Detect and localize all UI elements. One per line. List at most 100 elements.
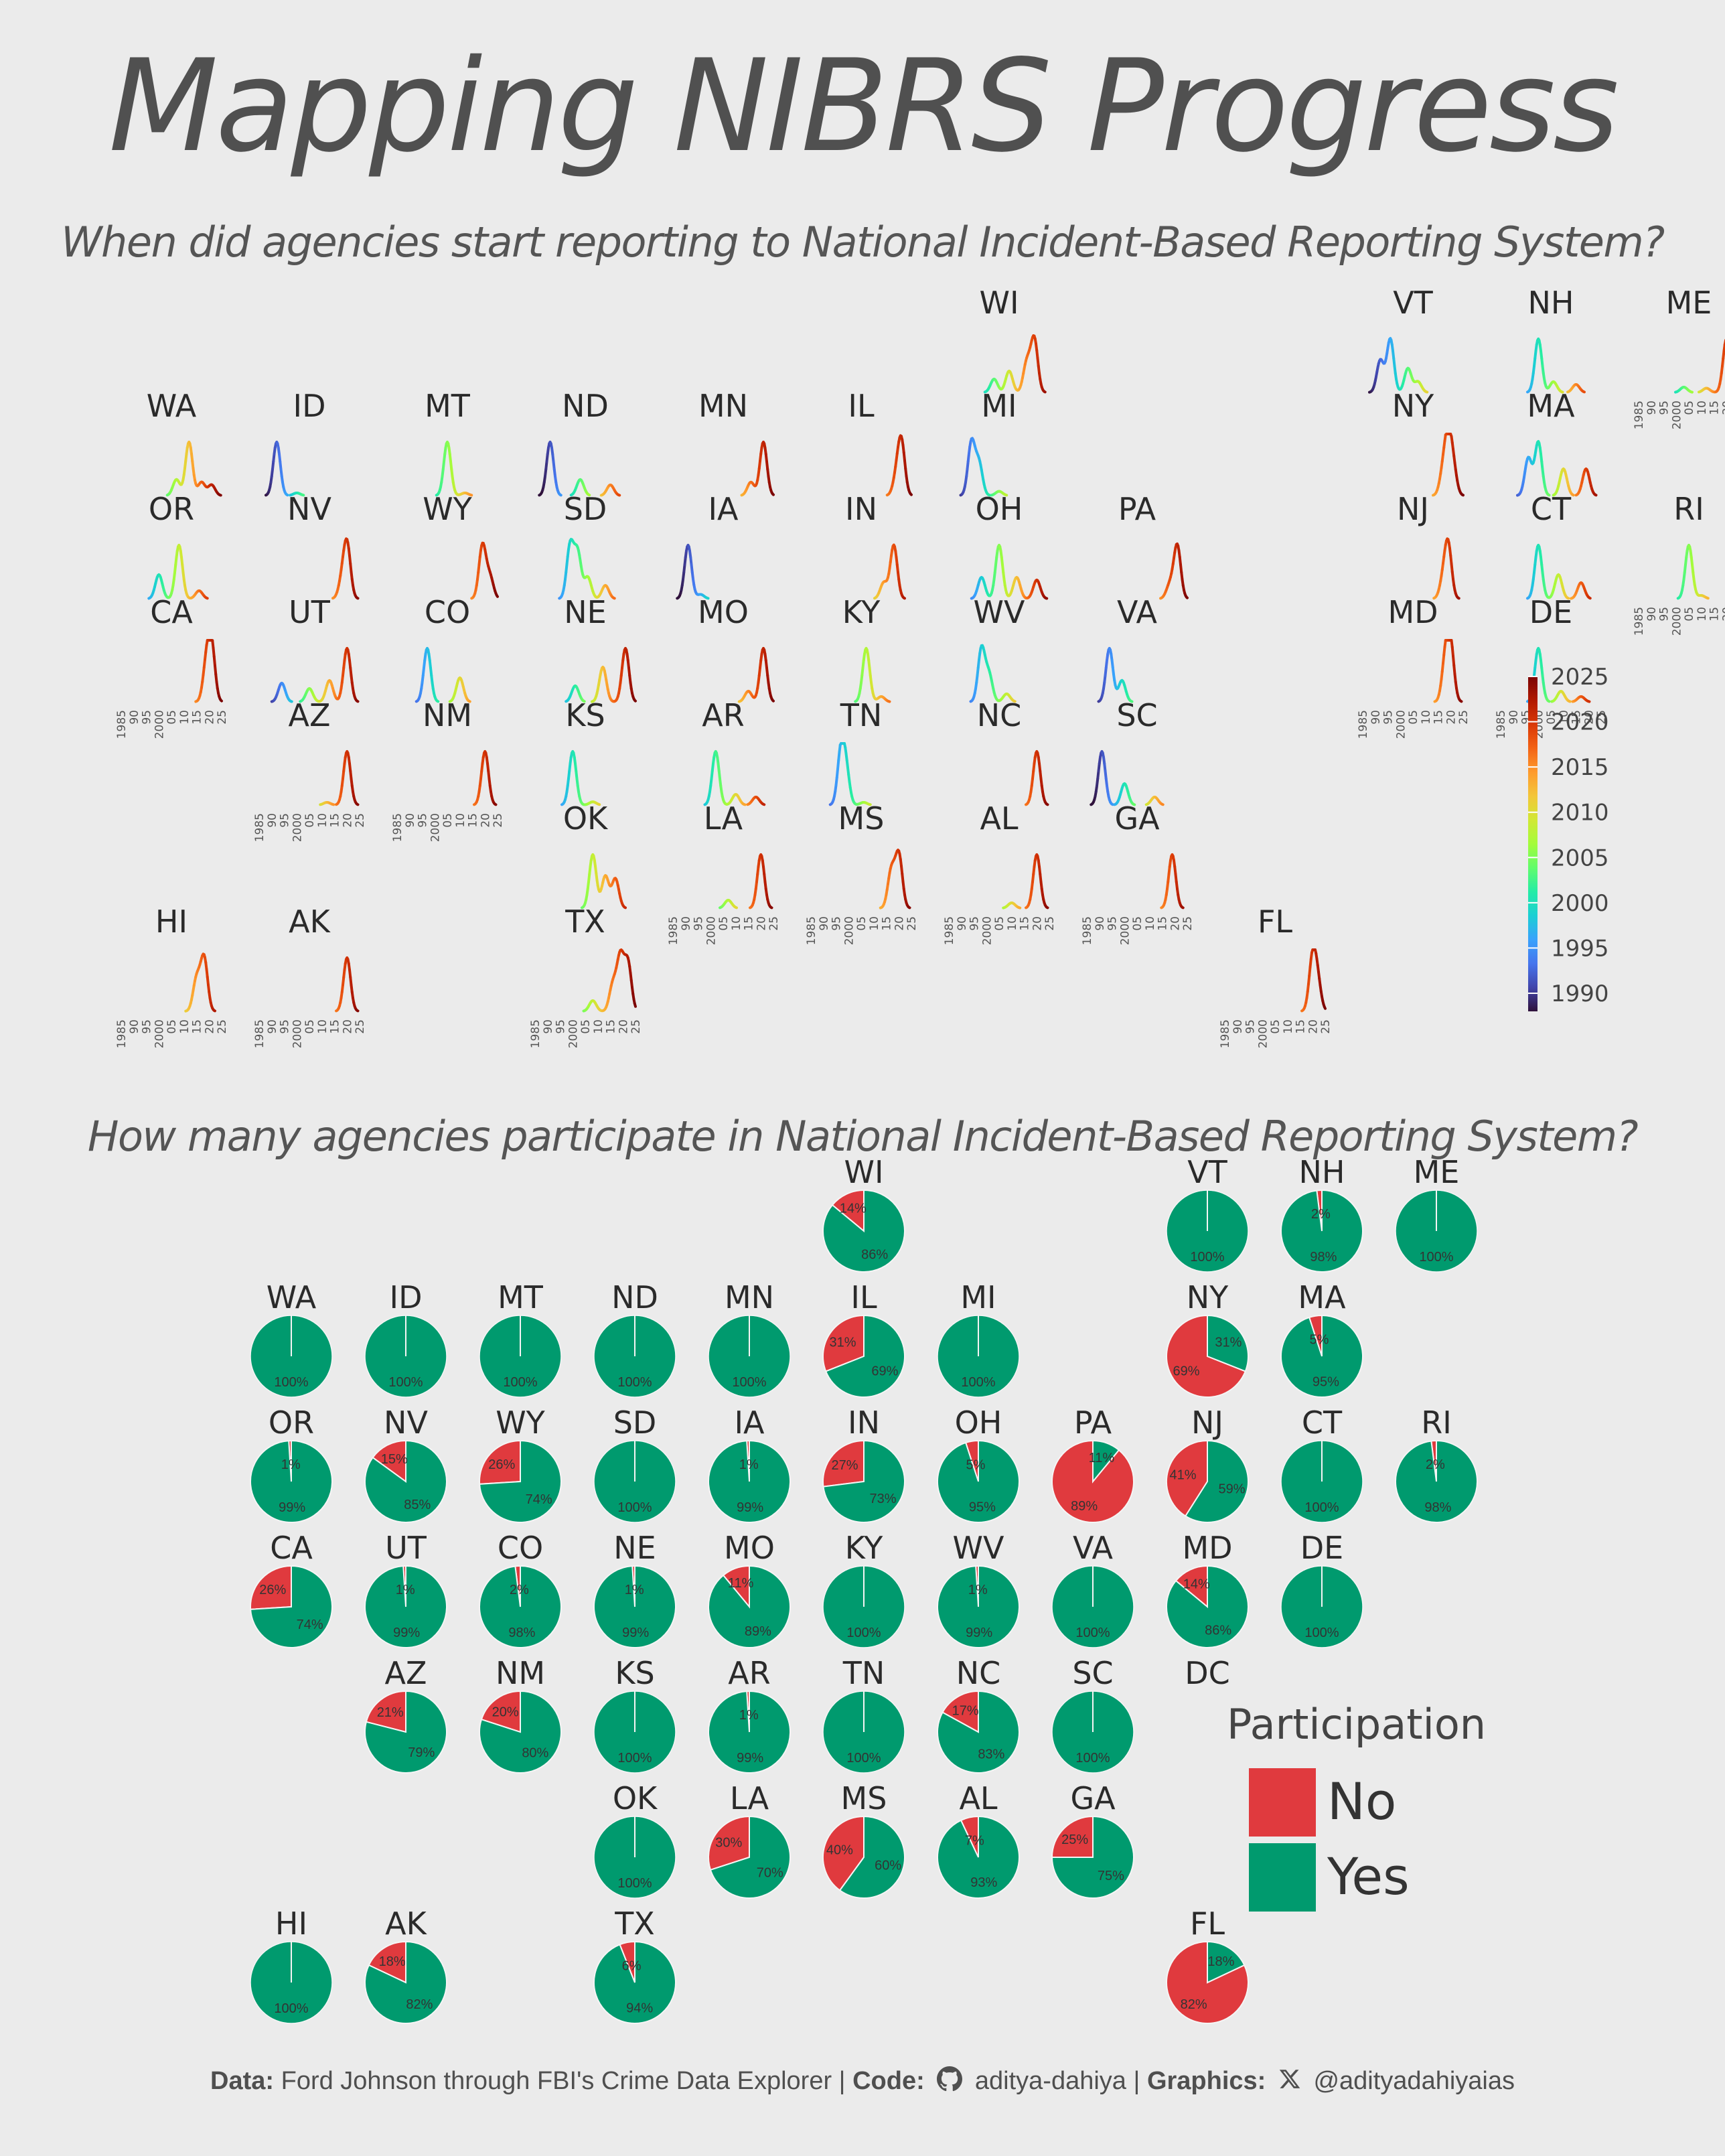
state-label: MA xyxy=(1527,388,1575,424)
x-tick-label: 95 xyxy=(279,1019,292,1034)
caption-code-label: Code: xyxy=(852,2067,925,2096)
state-label: WV xyxy=(953,1530,1004,1566)
pie-panel-nh: NH 98% 2% xyxy=(1280,1154,1363,1273)
density-panel-ky: KY xyxy=(842,594,891,703)
pie-percent-label: 21% xyxy=(377,1705,404,1720)
state-label: FL xyxy=(1258,904,1292,940)
pie-panel-la: LA 70% 30% xyxy=(708,1780,792,1899)
pie-percent-label: 2% xyxy=(1311,1207,1331,1222)
state-label: VT xyxy=(1187,1154,1227,1190)
caption-graphics-label: Graphics: xyxy=(1146,2067,1266,2096)
state-label: FL xyxy=(1190,1906,1225,1942)
x-tick-label: 2000 xyxy=(567,1019,580,1048)
pie-slice-yes xyxy=(824,1314,905,1398)
pie-percent-label: 100% xyxy=(617,1375,652,1390)
pie-percent-label: 1% xyxy=(625,1583,644,1597)
caption-separator: | xyxy=(1133,2067,1140,2096)
colorbar-label: 2025 xyxy=(1551,664,1609,691)
density-segment xyxy=(1547,493,1551,497)
participation-legend: Participation No Yes xyxy=(1227,1700,1486,1912)
x-tick-label: 05 xyxy=(855,916,869,931)
x-tick-label: 20 xyxy=(341,813,354,828)
x-tick-label: 2000 xyxy=(291,813,304,842)
x-tick-label: 25 xyxy=(1595,710,1608,725)
state-label: DC xyxy=(1185,1655,1230,1691)
colorbar-label: 2015 xyxy=(1551,754,1609,781)
x-tick-label: 25 xyxy=(905,916,919,931)
x-tick-label: 2000 xyxy=(980,916,994,945)
density-panel-nv: NV xyxy=(287,491,360,600)
x-tick-label: 15 xyxy=(1570,710,1584,725)
pie-panel-nc: NC 83% 17% xyxy=(937,1655,1020,1774)
state-label: MD xyxy=(1182,1530,1232,1566)
pie-percent-label: 80% xyxy=(522,1746,548,1761)
pie-percent-label: 100% xyxy=(388,1375,423,1390)
state-label: AZ xyxy=(385,1655,427,1691)
density-segment xyxy=(436,699,440,703)
pie-percent-label: 99% xyxy=(279,1500,305,1515)
x-tick-label: 15 xyxy=(1708,607,1722,622)
density-panel-wy: WY xyxy=(423,491,499,600)
pie-slice-no xyxy=(368,1940,406,1984)
density-panel-tn: TN xyxy=(828,697,882,806)
pie-panel-nd: ND 100% xyxy=(593,1279,676,1398)
pie-percent-label: 5% xyxy=(1309,1332,1329,1347)
state-label: NM xyxy=(423,697,472,733)
x-tick-label: 20 xyxy=(755,916,768,931)
x-tick-label: 10 xyxy=(1558,710,1571,725)
x-tick-label: 90 xyxy=(1645,401,1659,415)
pie-percent-label: 100% xyxy=(1190,1250,1224,1265)
pie-percent-label: 100% xyxy=(1419,1250,1453,1265)
legend-label-no: No xyxy=(1327,1772,1396,1831)
density-panel-ut: UT xyxy=(270,594,360,703)
density-segment xyxy=(1110,802,1114,806)
pie-percent-label: 98% xyxy=(1424,1500,1451,1515)
state-label: MO xyxy=(724,1530,775,1566)
pie-slice-no xyxy=(479,1439,521,1485)
pie-percent-label: 6% xyxy=(622,1958,642,1973)
density-panel-wv: WV xyxy=(969,594,1025,703)
density-panel-mo: MO xyxy=(698,594,775,703)
x-tick-label: 1985 xyxy=(1081,916,1094,945)
pie-percent-label: 100% xyxy=(1075,1626,1110,1640)
pie-percent-label: 100% xyxy=(732,1375,766,1390)
x-tick-label: 25 xyxy=(1181,916,1195,931)
state-label: RI xyxy=(1673,491,1704,527)
pie-percent-label: 93% xyxy=(970,1875,997,1890)
x-tick-label: 1985 xyxy=(529,1019,542,1048)
state-label: HI xyxy=(155,904,188,940)
state-label: TN xyxy=(842,1655,885,1691)
x-tick-label: 10 xyxy=(178,710,192,725)
state-label: AL xyxy=(980,800,1018,837)
x-tick-label: 10 xyxy=(1696,607,1709,622)
x-tick-label: 90 xyxy=(1645,607,1659,622)
state-label: SD xyxy=(564,491,607,527)
state-label: WY xyxy=(496,1405,545,1441)
state-label: MT xyxy=(498,1279,544,1315)
state-label: IA xyxy=(708,491,739,527)
state-label: PA xyxy=(1118,491,1156,527)
density-segment xyxy=(1452,654,1456,667)
pie-percent-label: 26% xyxy=(259,1583,286,1597)
pie-panel-ok: OK 100% xyxy=(593,1780,676,1899)
x-tick-label: 95 xyxy=(417,813,430,828)
state-label: DE xyxy=(1529,594,1573,630)
state-label: LA xyxy=(730,1780,769,1816)
state-label: IL xyxy=(850,1279,877,1315)
state-label: CA xyxy=(150,594,193,630)
pie-percent-label: 100% xyxy=(846,1626,881,1640)
x-tick-label: 2000 xyxy=(429,813,442,842)
state-label: ID xyxy=(390,1279,423,1315)
pie-percent-label: 100% xyxy=(1304,1500,1339,1515)
x-tick-label: 10 xyxy=(316,1019,329,1034)
state-label: MD xyxy=(1388,594,1438,630)
state-label: MS xyxy=(841,1780,887,1816)
x-tick-label: 05 xyxy=(303,813,317,828)
x-tick-label: 95 xyxy=(968,916,982,931)
colorbar-label: 2005 xyxy=(1551,845,1609,871)
pie-percent-label: 20% xyxy=(492,1705,519,1719)
pie-percent-label: 75% xyxy=(1098,1869,1124,1883)
state-label: NY xyxy=(1187,1279,1229,1315)
